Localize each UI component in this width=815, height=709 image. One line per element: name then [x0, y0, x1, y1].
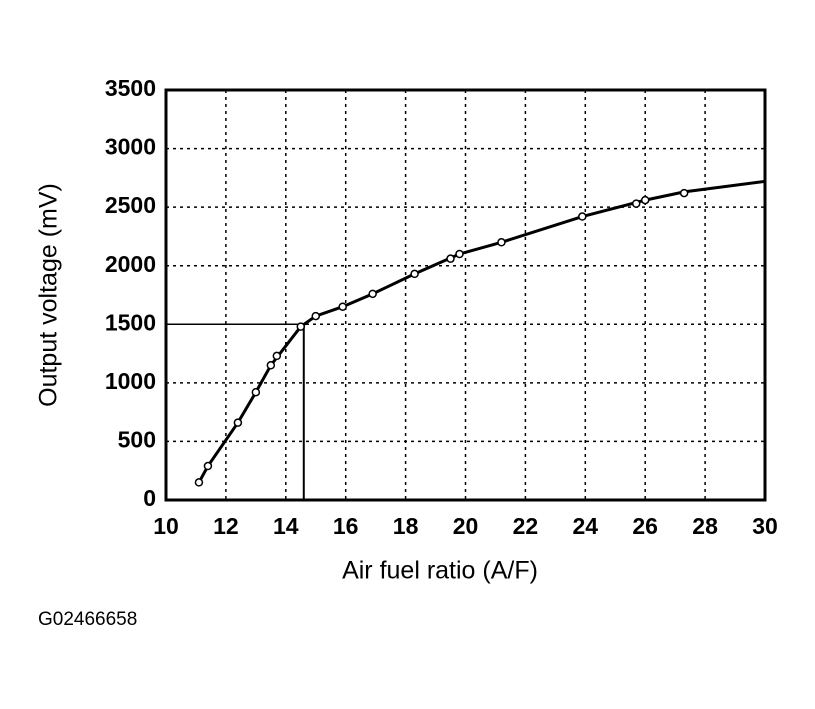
y-tick-label: 1500	[105, 309, 156, 335]
y-axis-label: Output voltage (mV)	[35, 183, 63, 407]
data-point	[446, 254, 455, 263]
x-tick-label: 16	[333, 513, 359, 539]
data-point	[203, 461, 213, 471]
data-point	[338, 302, 347, 311]
y-tick-label: 3500	[105, 75, 156, 101]
x-tick-label: 12	[213, 513, 239, 539]
x-axis-label: Air fuel ratio (A/F)	[342, 557, 538, 585]
data-point	[368, 289, 377, 299]
x-tick-label: 22	[513, 513, 539, 539]
x-tick-label: 14	[273, 513, 299, 539]
plot-frame	[164, 88, 767, 502]
data-point	[578, 212, 587, 221]
data-point	[266, 361, 276, 370]
x-tick-label: 26	[632, 513, 658, 539]
x-tick-label: 20	[453, 513, 479, 539]
y-tick-label: 1000	[105, 368, 156, 394]
data-point	[296, 322, 306, 331]
data-point	[679, 188, 689, 198]
curve	[197, 179, 766, 484]
y-tick-label: 2500	[105, 192, 156, 218]
data-point	[631, 199, 641, 208]
x-tick-label: 28	[692, 513, 718, 539]
data-point	[272, 351, 282, 361]
data-point	[311, 311, 320, 321]
data-point	[233, 418, 243, 427]
x-tick-label: 10	[153, 513, 179, 539]
data-point	[455, 249, 464, 259]
x-tick-label: 30	[752, 513, 778, 539]
y-tick-label: 2000	[105, 251, 156, 277]
x-tick-label: 24	[573, 513, 599, 539]
x-tick-label: 18	[393, 513, 419, 539]
caption: G02466658	[38, 609, 137, 630]
y-tick-label: 0	[143, 485, 156, 511]
data-point	[497, 238, 506, 247]
data-point	[640, 195, 650, 205]
data-point	[194, 478, 204, 487]
y-tick-label: 3000	[105, 134, 156, 160]
data-point	[251, 387, 261, 397]
data-point	[410, 269, 419, 279]
y-tick-label: 500	[118, 427, 156, 453]
